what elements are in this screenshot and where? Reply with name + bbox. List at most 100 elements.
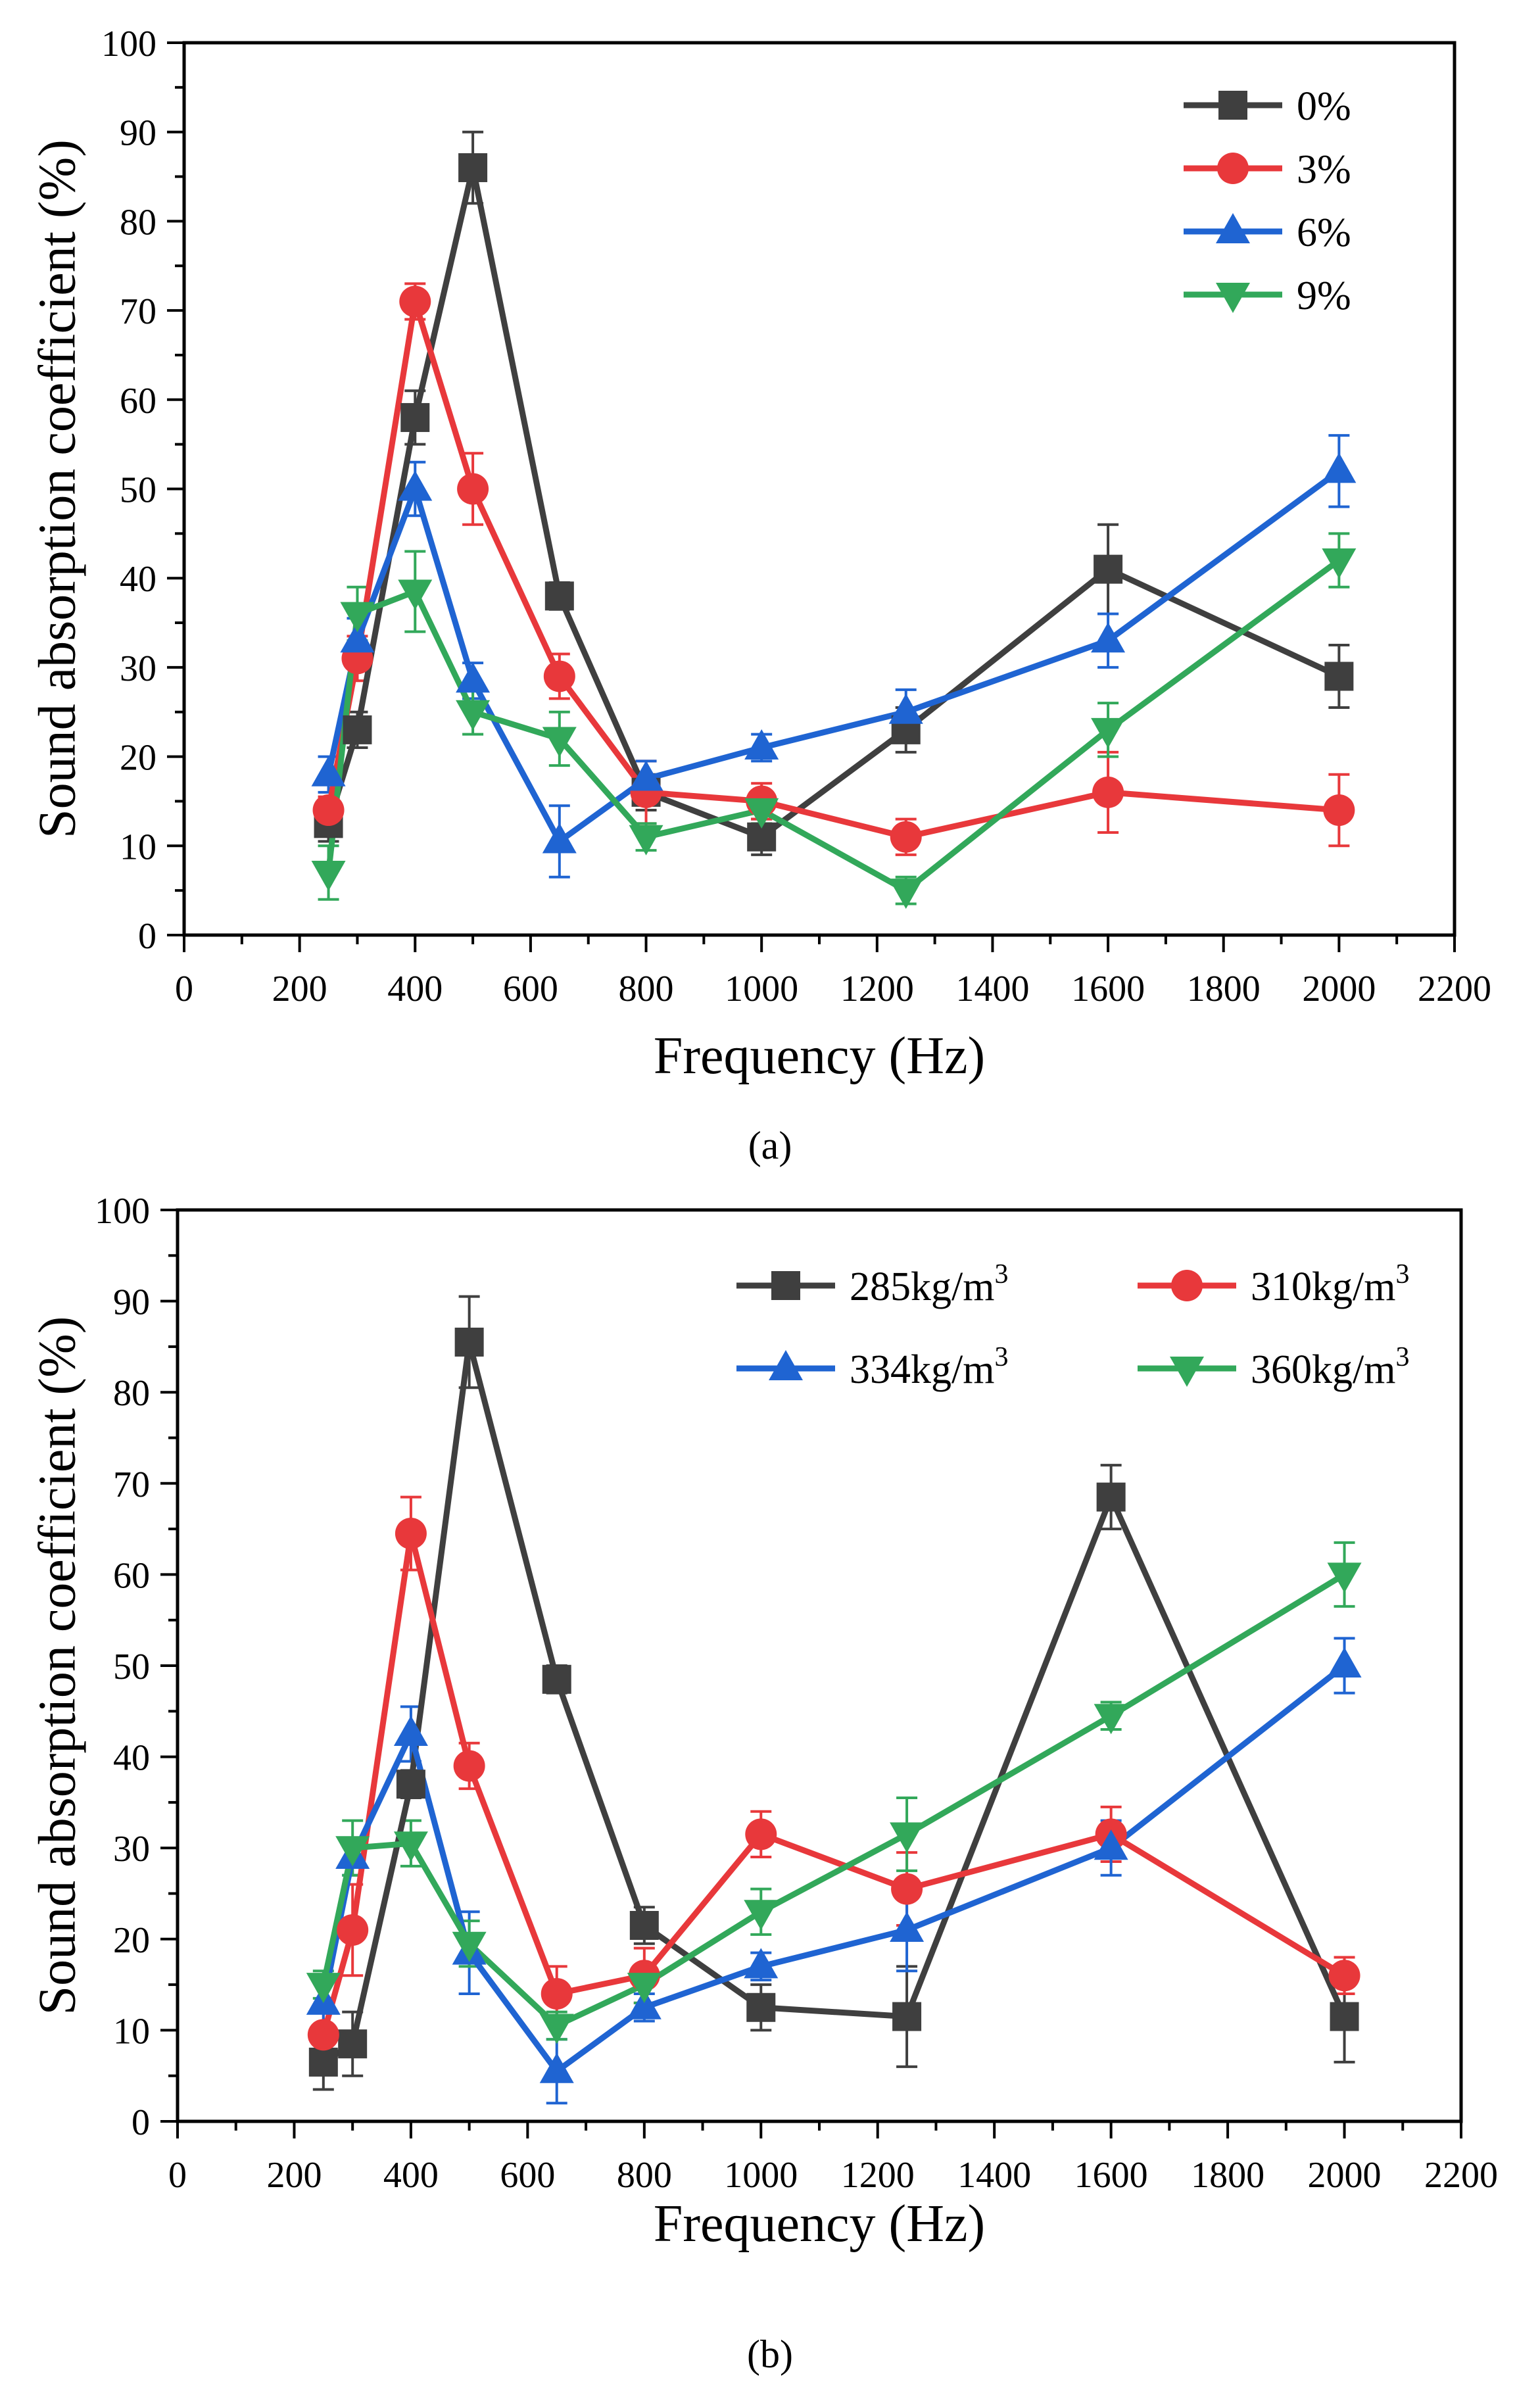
legend-label: 360kg/m3 [1251,1342,1409,1392]
y-axis-label: Sound absorption coefficient (%) [28,139,86,838]
series-line [322,1339,1347,2065]
data-point [745,1818,777,1850]
x-tick-label: 200 [266,2155,322,2196]
data-point [543,660,575,692]
y-tick-label: 0 [132,2102,150,2143]
data-point [1091,622,1126,653]
x-tick-label: 1600 [1074,2155,1148,2196]
data-point [453,1750,485,1782]
series-line [325,164,1341,840]
y-tick-label: 10 [120,827,156,867]
x-tick-label: 2200 [1424,2155,1498,2196]
data-point [1094,1829,1128,1860]
y-tick-label: 70 [120,291,156,332]
series-lines [320,1339,1347,2075]
legend-label-superscript: 3 [994,1342,1008,1372]
data-point [395,1518,427,1550]
data-point [1322,548,1357,579]
data-point [890,821,922,853]
data-point [396,1770,425,1799]
chart-panel-a: 0 200 400 600 800 1000 1200 1400 1600 1800 2000 220… [28,24,1491,1167]
data-point [542,823,577,854]
data-point [311,861,346,892]
data-point [544,581,574,611]
data-point [308,2047,338,2077]
plot-frame [182,41,1456,937]
data-point [311,756,346,786]
data-point [456,700,491,731]
data-point [399,285,431,318]
series-line [325,558,1341,894]
tick-labels: 0 200 400 600 800 1000 1200 1400 1600 1800 2000 220… [95,1191,1498,2196]
data-point [398,579,433,610]
data-point [1094,554,1123,584]
legend-marker [1171,1270,1203,1301]
series-line [325,299,1339,840]
x-axis-label: Frequency (Hz) [654,2195,985,2253]
y-tick-label: 70 [113,1464,150,1505]
data-point [458,153,488,182]
x-tick-label: 400 [383,2155,439,2196]
legend-marker [1217,153,1249,184]
data-point [452,1931,487,1962]
data-point [627,1973,662,2004]
data-point [393,1831,428,1862]
legend-label: 6% [1297,210,1351,255]
error-bars [312,1295,1355,2105]
legend-label: 310kg/m3 [1251,1259,1409,1309]
x-tick-label: 2200 [1418,969,1491,1009]
x-tick-label: 2000 [1302,969,1376,1009]
data-point [892,2002,922,2031]
data-point [890,1822,925,1853]
data-point [457,473,489,505]
data-point [454,1327,484,1357]
y-tick-label: 20 [113,1920,150,1961]
data-point [340,602,375,633]
legend-entry: 285kg/m3 [736,1259,1008,1309]
data-point [1096,1482,1126,1512]
legend-label: 9% [1297,274,1351,318]
data-point [539,2014,574,2044]
x-tick-label: 0 [168,2155,187,2196]
x-tick-label: 1000 [725,969,798,1009]
legend-label-superscript: 3 [994,1259,1008,1290]
x-tick-label: 0 [175,969,193,1009]
x-tick-label: 800 [617,2155,672,2196]
legend-entry: 0% [1184,84,1351,129]
legend-entry: 334kg/m3 [736,1342,1008,1392]
data-point [744,1900,779,1931]
x-tick-label: 2000 [1308,2155,1382,2196]
legend-label: 285kg/m3 [850,1259,1008,1309]
y-tick-label: 40 [113,1738,150,1779]
series-markers [311,153,1357,909]
panel-label-b: (b) [747,2332,793,2376]
data-point [541,1977,573,2010]
y-tick-label: 100 [95,1191,150,1232]
legend-marker [1216,283,1250,313]
y-tick-label: 60 [120,381,156,422]
y-tick-label: 10 [113,2011,150,2052]
y-tick-label: 50 [113,1647,150,1687]
data-point [744,729,779,760]
series-line [320,1530,1346,2036]
y-tick-label: 100 [101,24,156,64]
data-point [340,622,375,653]
legend-entry: 360kg/m3 [1138,1342,1409,1392]
y-tick-label: 30 [113,1829,150,1870]
data-point [744,798,779,829]
data-point [1330,2002,1359,2031]
data-point [400,402,430,432]
y-tick-label: 50 [120,470,156,511]
y-tick-label: 20 [120,738,156,779]
tick-labels: 0 200 400 600 800 1000 1200 1400 1600 1800 2000 220… [101,24,1491,1009]
y-tick-label: 60 [113,1555,150,1596]
y-tick-label: 0 [138,916,156,957]
data-point [1323,794,1355,827]
plot-frame [176,1208,1463,2123]
series-line [320,1572,1346,2029]
data-point [891,1873,923,1905]
x-tick-label: 200 [272,969,327,1009]
y-tick-label: 80 [113,1373,150,1414]
data-point [343,715,372,744]
